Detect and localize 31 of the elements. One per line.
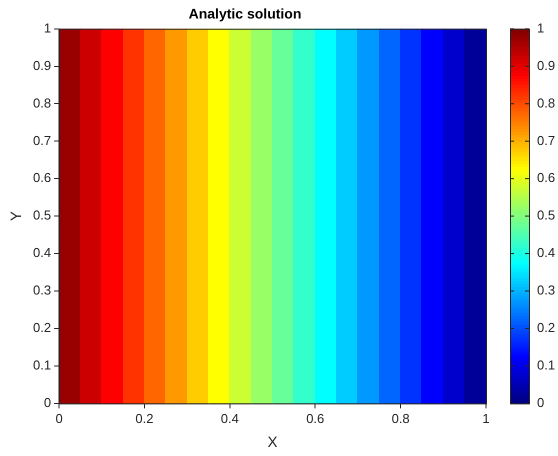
color-bar-label: 0.4 xyxy=(537,245,556,260)
x-axis-title: X xyxy=(268,434,278,452)
y-tick-label: 1 xyxy=(44,20,52,36)
color-bar-label: 0 xyxy=(537,394,544,410)
color-bar-label: 0.7 xyxy=(537,132,556,148)
y-tick-label: 0.3 xyxy=(32,282,52,298)
color-bar-label: 0.8 xyxy=(537,95,556,110)
y-tick-label: 0.5 xyxy=(32,208,52,223)
chart-title: Analytic solution xyxy=(188,5,302,22)
y-tick-label: 0.7 xyxy=(32,132,52,148)
y-tick-label: 0.4 xyxy=(32,245,52,260)
x-tick-label: 0.2 xyxy=(135,410,154,426)
x-tick-label: 0 xyxy=(55,410,63,426)
y-tick-label: 0.6 xyxy=(32,170,52,186)
y-tick-label: 0.2 xyxy=(32,320,52,336)
x-tick-label: 1 xyxy=(482,410,490,426)
y-tick-label: 0.9 xyxy=(32,58,52,73)
color-bar-label: 1 xyxy=(537,20,544,36)
color-bar-label: 0.2 xyxy=(537,320,556,336)
y-axis-title: Y xyxy=(8,211,26,222)
color-bar-label: 0.9 xyxy=(537,58,556,73)
y-tick-label: 0.1 xyxy=(32,358,52,373)
color-bar-label: 0.1 xyxy=(537,358,556,373)
y-tick-label: 0 xyxy=(44,394,52,410)
x-tick-label: 0.8 xyxy=(392,410,410,426)
y-tick-label: 0.8 xyxy=(32,95,52,110)
color-bar-label: 0.5 xyxy=(537,208,556,223)
color-bar-label: 0.3 xyxy=(537,282,556,298)
x-tick-label: 0.6 xyxy=(306,410,324,426)
color-bar-label: 0.6 xyxy=(537,170,556,186)
x-tick-label: 0.4 xyxy=(220,410,239,426)
